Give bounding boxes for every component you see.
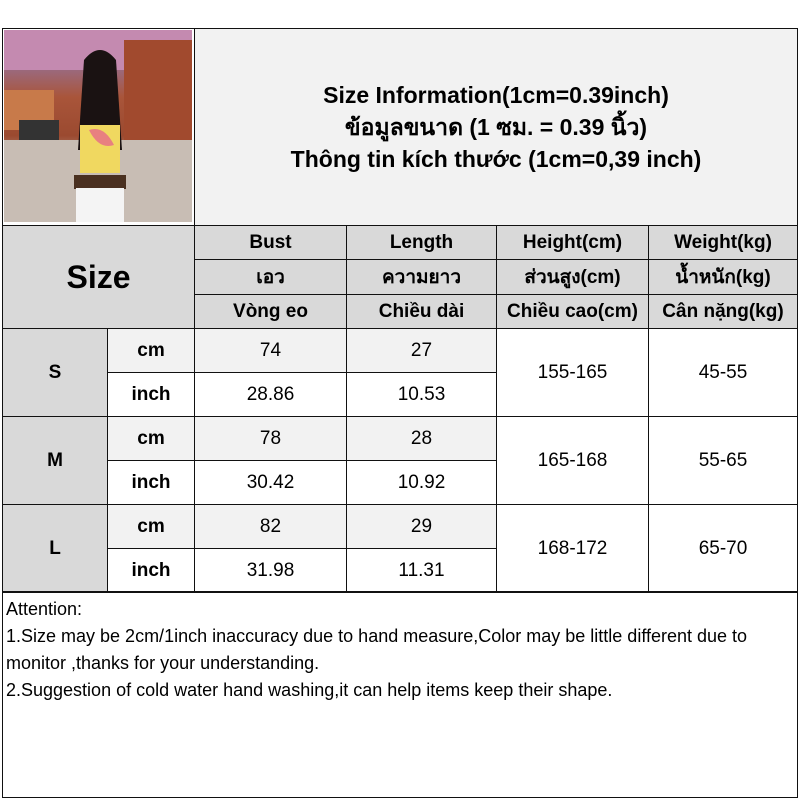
unit-cm: cm [107,328,195,373]
l-height: 168-172 [496,504,649,593]
m-bust-cm: 78 [194,416,347,461]
l-weight: 65-70 [648,504,798,593]
l-length-cm: 29 [346,504,497,549]
unit-cm: cm [107,416,195,461]
s-length-inch: 10.53 [346,372,497,417]
m-length-inch: 10.92 [346,460,497,505]
header-length-th: ความยาว [346,259,497,295]
size-information-title: Size Information(1cm=0.39inch) ข้อมูลขนา… [194,28,798,226]
s-bust-cm: 74 [194,328,347,373]
header-height-vi: Chiều cao(cm) [496,294,649,329]
model-photo-illustration [4,30,192,222]
header-bust-vi: Vòng eo [194,294,347,329]
l-bust-inch: 31.98 [194,548,347,593]
size-m: M [2,416,108,505]
product-photo [4,30,192,222]
l-bust-cm: 82 [194,504,347,549]
unit-inch: inch [107,372,195,417]
size-header: Size [2,225,195,329]
m-length-cm: 28 [346,416,497,461]
title-vietnamese: Thông tin kích thước (1cm=0,39 inch) [290,146,702,172]
size-s: S [2,328,108,417]
header-height-th: ส่วนสูง(cm) [496,259,649,295]
unit-cm: cm [107,504,195,549]
size-l: L [2,504,108,593]
attention-notes: Attention: 1.Size may be 2cm/1inch inacc… [2,591,798,798]
note-item: 1.Size may be 2cm/1inch inaccuracy due t… [6,626,748,673]
s-length-cm: 27 [346,328,497,373]
notes-heading: Attention: [6,599,83,619]
m-height: 165-168 [496,416,649,505]
header-height-en: Height(cm) [496,225,649,260]
header-length-en: Length [346,225,497,260]
header-bust-th: เอว [194,259,347,295]
unit-inch: inch [107,548,195,593]
note-item: 2.Suggestion of cold water hand washing,… [6,680,613,700]
header-weight-vi: Cân nặng(kg) [648,294,798,329]
title-thai: ข้อมูลขนาด (1 ซม. = 0.39 นิ้ว) [344,114,648,140]
header-weight-en: Weight(kg) [648,225,798,260]
l-length-inch: 11.31 [346,548,497,593]
header-weight-th: น้ำหนัก(kg) [648,259,798,295]
s-weight: 45-55 [648,328,798,417]
m-bust-inch: 30.42 [194,460,347,505]
photo-frame [2,28,195,226]
title-english: Size Information(1cm=0.39inch) [323,82,669,108]
s-height: 155-165 [496,328,649,417]
header-bust-en: Bust [194,225,347,260]
m-weight: 55-65 [648,416,798,505]
s-bust-inch: 28.86 [194,372,347,417]
header-length-vi: Chiều dài [346,294,497,329]
unit-inch: inch [107,460,195,505]
